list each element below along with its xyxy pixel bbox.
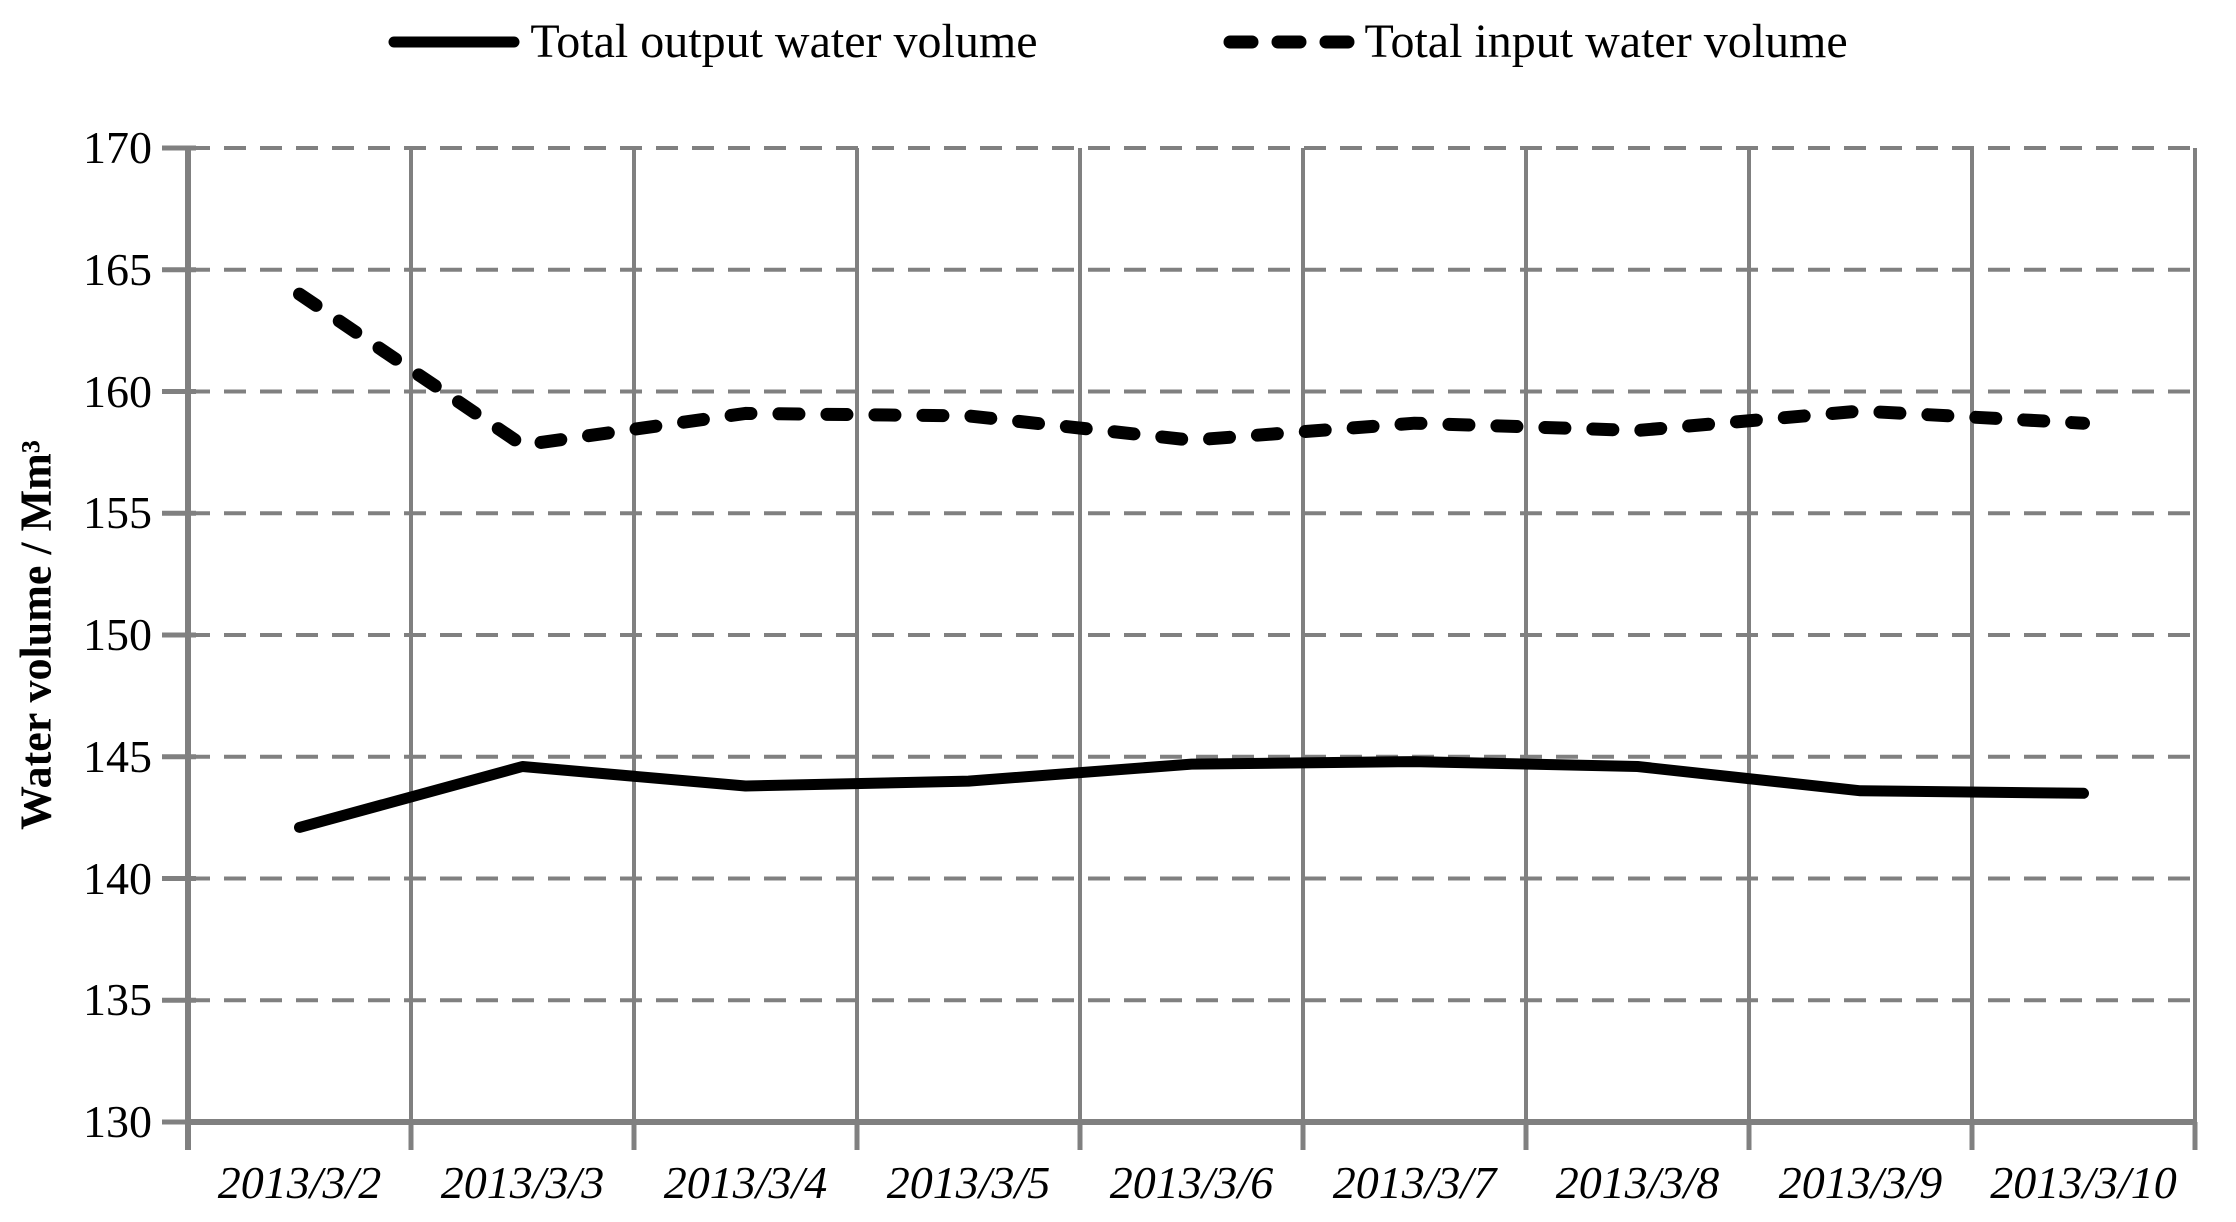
x-tick-label: 2013/3/6 bbox=[1109, 1157, 1274, 1208]
y-tick-label: 130 bbox=[83, 1096, 152, 1147]
legend-label-output: Total output water volume bbox=[530, 15, 1038, 68]
legend: Total output water volume Total input wa… bbox=[0, 14, 2236, 69]
y-tick-label: 150 bbox=[83, 609, 152, 660]
legend-item-output: Total output water volume bbox=[388, 14, 1038, 69]
x-tick-label: 2013/3/2 bbox=[217, 1157, 382, 1208]
legend-item-input: Total input water volume bbox=[1223, 14, 1848, 69]
x-tick-label: 2013/3/7 bbox=[1332, 1157, 1497, 1208]
solid-line-swatch-icon bbox=[388, 36, 520, 48]
series-output-line bbox=[294, 756, 2089, 833]
y-tick-label: 155 bbox=[83, 487, 152, 539]
series-input-line bbox=[293, 287, 2090, 452]
y-tick-label: 170 bbox=[83, 122, 152, 173]
x-tick-label: 2013/3/10 bbox=[1990, 1157, 2177, 1208]
legend-label-input: Total input water volume bbox=[1364, 15, 1848, 68]
y-tick-label: 145 bbox=[83, 730, 152, 782]
x-tick-label: 2013/3/5 bbox=[886, 1157, 1051, 1208]
y-tick-label: 160 bbox=[83, 365, 152, 417]
y-tick-label: 140 bbox=[83, 852, 152, 904]
y-tick-label: 135 bbox=[83, 974, 152, 1026]
x-tick-label: 2013/3/9 bbox=[1778, 1157, 1943, 1208]
x-tick-label: 2013/3/3 bbox=[440, 1157, 605, 1208]
y-tick-label: 165 bbox=[83, 243, 152, 295]
x-tick-label: 2013/3/4 bbox=[663, 1157, 828, 1208]
x-tick-label: 2013/3/8 bbox=[1555, 1157, 1720, 1208]
dashed-line-swatch-icon bbox=[1223, 35, 1354, 49]
